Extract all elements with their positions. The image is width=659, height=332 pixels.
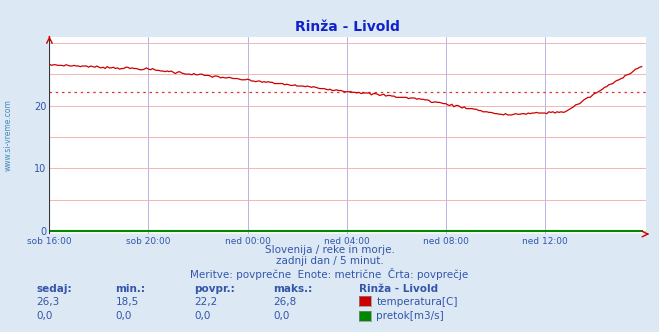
Text: min.:: min.: bbox=[115, 284, 146, 294]
Text: pretok[m3/s]: pretok[m3/s] bbox=[376, 311, 444, 321]
Text: Meritve: povprečne  Enote: metrične  Črta: povprečje: Meritve: povprečne Enote: metrične Črta:… bbox=[190, 268, 469, 280]
Text: sedaj:: sedaj: bbox=[36, 284, 72, 294]
Text: povpr.:: povpr.: bbox=[194, 284, 235, 294]
Text: temperatura[C]: temperatura[C] bbox=[376, 297, 458, 307]
Text: 0,0: 0,0 bbox=[273, 311, 290, 321]
Text: 26,3: 26,3 bbox=[36, 297, 59, 307]
Text: 18,5: 18,5 bbox=[115, 297, 138, 307]
Text: maks.:: maks.: bbox=[273, 284, 313, 294]
Text: Rinža - Livold: Rinža - Livold bbox=[359, 284, 438, 294]
Text: Slovenija / reke in morje.: Slovenija / reke in morje. bbox=[264, 245, 395, 255]
Text: 0,0: 0,0 bbox=[115, 311, 132, 321]
Text: www.si-vreme.com: www.si-vreme.com bbox=[4, 99, 13, 171]
Title: Rinža - Livold: Rinža - Livold bbox=[295, 20, 400, 34]
Text: 26,8: 26,8 bbox=[273, 297, 297, 307]
Text: 0,0: 0,0 bbox=[194, 311, 211, 321]
Text: 22,2: 22,2 bbox=[194, 297, 217, 307]
Text: zadnji dan / 5 minut.: zadnji dan / 5 minut. bbox=[275, 256, 384, 266]
Text: 0,0: 0,0 bbox=[36, 311, 53, 321]
